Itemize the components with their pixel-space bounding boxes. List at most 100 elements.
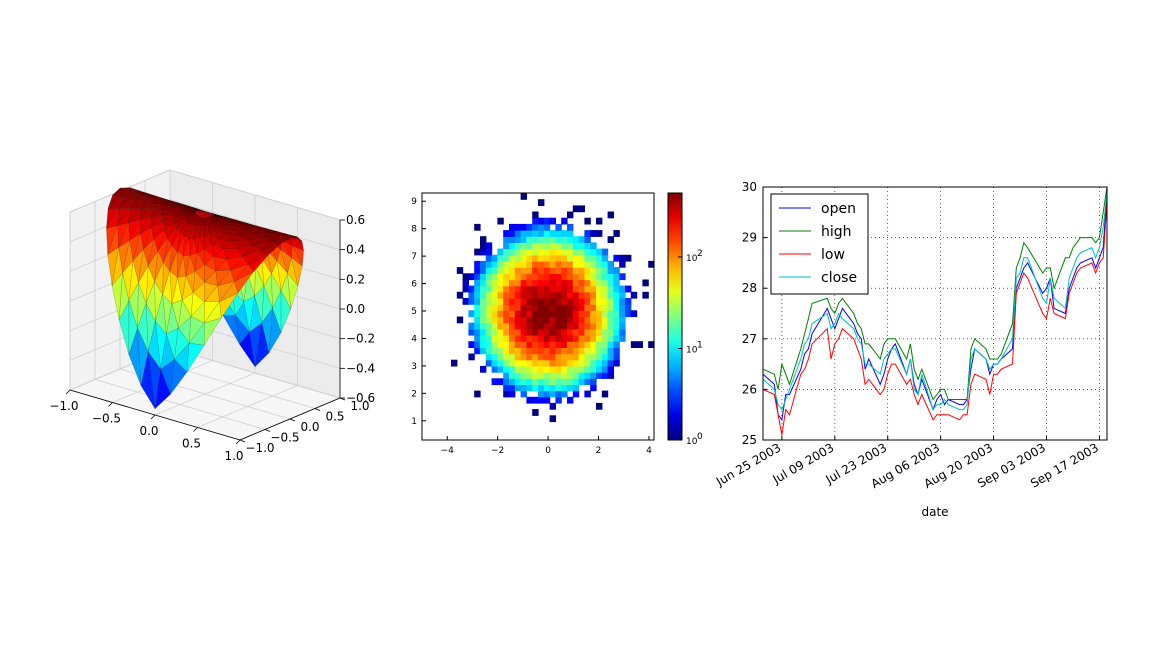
histogram-cell <box>538 359 545 367</box>
histogram-cell <box>538 273 545 281</box>
histogram-cell <box>520 347 527 355</box>
histogram-cell <box>526 372 533 379</box>
histogram-cell <box>549 304 556 311</box>
surface-facet <box>140 351 156 409</box>
histogram-cell <box>491 347 498 355</box>
histogram-cell <box>451 359 458 367</box>
histogram-cell <box>520 335 527 342</box>
histogram-cell <box>485 291 493 299</box>
histogram-cell <box>555 298 562 305</box>
histogram-cell <box>619 298 626 305</box>
histogram-cell <box>590 248 597 256</box>
histogram-cell <box>456 291 464 299</box>
histogram-cell <box>509 316 516 324</box>
histogram-cell <box>549 248 556 256</box>
colorbar-bar <box>667 192 683 441</box>
histogram-cell <box>584 335 591 342</box>
colorbar-tick-exponent: 2 <box>697 249 703 259</box>
histogram-cell <box>526 304 533 311</box>
y-tick-mark <box>289 418 296 422</box>
histogram-cell <box>491 365 498 373</box>
y-tick-label: −0.5 <box>270 431 299 445</box>
histogram-cell <box>526 230 533 237</box>
histogram-cell <box>601 310 609 318</box>
histogram-cell <box>561 341 568 348</box>
histogram-cell <box>555 322 562 330</box>
histogram-cell <box>497 328 504 336</box>
histogram-cell <box>514 335 522 342</box>
histogram-cell <box>601 304 609 311</box>
surface-3d-mesh <box>106 187 304 410</box>
histogram-cell <box>549 254 556 262</box>
histogram-cell <box>514 273 522 281</box>
histogram-cell <box>497 359 504 367</box>
histogram-cell <box>584 316 591 324</box>
histogram-cell <box>514 365 522 373</box>
histogram-cell <box>572 365 580 373</box>
histogram-cell <box>584 372 591 379</box>
histogram-cell <box>485 328 493 336</box>
histogram-cell <box>509 267 516 274</box>
histogram-cell <box>549 341 556 348</box>
x-tick-label: −0.5 <box>92 412 121 426</box>
histogram-cell <box>532 396 539 404</box>
histogram-cell <box>543 365 551 373</box>
surface-facet <box>154 368 171 410</box>
histogram-cell <box>480 335 487 342</box>
histogram-cell <box>584 347 591 355</box>
histogram-cell <box>590 260 597 268</box>
histogram-cell <box>497 291 504 299</box>
histogram-cell <box>485 341 493 348</box>
histogram-cell <box>514 328 522 336</box>
histogram-cell <box>555 254 562 262</box>
histogram-cell <box>480 304 487 311</box>
histogram-2d-frame <box>421 192 655 441</box>
histogram-cell <box>480 285 487 293</box>
histogram-cell <box>503 242 510 250</box>
histogram-cell <box>520 341 527 348</box>
histogram-cell <box>567 285 574 293</box>
histogram-cell <box>532 310 539 318</box>
histogram-cell <box>503 378 510 386</box>
histogram-cell <box>526 223 533 231</box>
histogram-cell <box>607 291 614 299</box>
histogram-cell <box>497 254 504 262</box>
histogram-cell <box>514 359 522 367</box>
histogram-cell <box>538 341 545 348</box>
histogram-cell <box>532 347 539 355</box>
histogram-cell <box>543 310 551 318</box>
histogram-cell <box>532 365 539 373</box>
histogram-2d-cells <box>451 193 655 423</box>
histogram-cell <box>555 378 562 386</box>
histogram-cell <box>561 335 568 342</box>
histogram-cell <box>474 390 481 398</box>
histogram-cell <box>526 335 533 342</box>
histogram-cell <box>520 390 527 398</box>
histogram-cell <box>538 347 545 355</box>
histogram-cell <box>480 316 487 324</box>
histogram-cell <box>601 279 609 287</box>
surface-facet <box>128 327 142 386</box>
histogram-cell <box>526 291 533 299</box>
histogram-cell <box>468 322 475 330</box>
histogram-cell <box>468 353 475 361</box>
histogram-cell <box>590 378 597 386</box>
histogram-cell <box>590 359 597 367</box>
histogram-cell <box>538 390 545 398</box>
histogram-cell <box>526 378 533 386</box>
histogram-cell <box>607 328 614 336</box>
histogram-cell <box>619 322 626 330</box>
histogram-cell <box>607 359 614 367</box>
histogram-cell <box>514 347 522 355</box>
histogram-cell <box>456 267 464 274</box>
histogram-cell <box>555 273 562 281</box>
histogram-cell <box>596 260 603 268</box>
x-tick-mark <box>235 439 241 445</box>
histogram-cell <box>497 353 504 361</box>
histogram-cell <box>578 316 585 324</box>
histogram-cell <box>601 291 609 299</box>
histogram-cell <box>474 291 481 299</box>
histogram-cell <box>503 230 510 237</box>
histogram-cell <box>503 353 510 361</box>
histogram-cell <box>520 322 527 330</box>
